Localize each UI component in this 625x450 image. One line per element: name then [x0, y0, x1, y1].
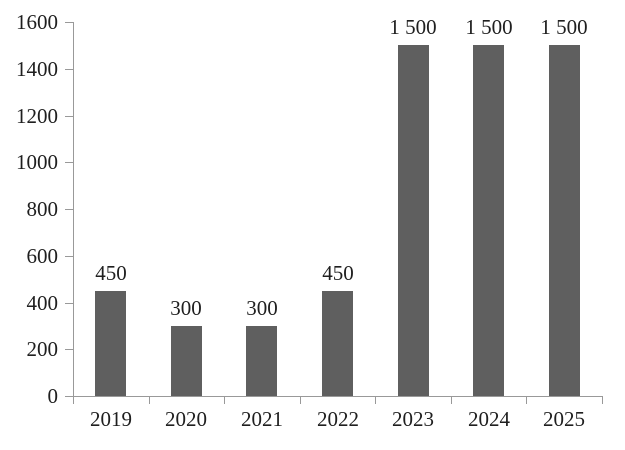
- bar-value-label: 1 500: [540, 15, 588, 39]
- y-axis-tick: [65, 162, 73, 163]
- bar-value-label: 1 500: [389, 15, 437, 39]
- bar: [473, 45, 504, 396]
- y-axis-tick-label: 200: [26, 337, 59, 361]
- y-axis-tick: [65, 69, 73, 70]
- bar-value-label: 1 500: [465, 15, 513, 39]
- x-axis-tick: [375, 396, 376, 404]
- x-axis-tick: [224, 396, 225, 404]
- y-axis-line: [73, 22, 74, 396]
- y-axis-tick-label: 1000: [16, 150, 58, 174]
- y-axis-tick-label: 1600: [16, 10, 58, 34]
- y-axis-tick-label: 800: [26, 197, 59, 221]
- x-axis-label: 2022: [317, 407, 359, 431]
- x-axis-line: [73, 396, 603, 397]
- bar: [549, 45, 580, 396]
- bar-value-label: 450: [95, 261, 127, 285]
- y-axis-tick: [65, 22, 73, 23]
- y-axis-tick-label: 1200: [16, 104, 58, 128]
- y-axis-tick: [65, 116, 73, 117]
- y-axis-tick-label: 400: [26, 291, 59, 315]
- x-axis-label: 2024: [468, 407, 510, 431]
- x-axis-tick: [73, 396, 74, 404]
- bar: [246, 326, 277, 396]
- y-axis-tick: [65, 256, 73, 257]
- bar-value-label: 300: [170, 296, 202, 320]
- x-axis-label: 2019: [90, 407, 132, 431]
- x-axis-tick: [602, 396, 603, 404]
- x-axis-tick: [300, 396, 301, 404]
- y-axis-tick-label: 1400: [16, 57, 58, 81]
- x-axis-label: 2025: [543, 407, 585, 431]
- x-axis-label: 2023: [392, 407, 434, 431]
- y-axis-tick: [65, 349, 73, 350]
- y-axis-tick: [65, 209, 73, 210]
- bar: [95, 291, 126, 396]
- x-axis-tick: [149, 396, 150, 404]
- y-axis-tick: [65, 303, 73, 304]
- y-axis-tick-label: 600: [26, 244, 59, 268]
- x-axis-label: 2021: [241, 407, 283, 431]
- bar-value-label: 300: [246, 296, 278, 320]
- x-axis-tick: [526, 396, 527, 404]
- y-axis-tick-label: 0: [47, 384, 59, 408]
- x-axis-label: 2020: [165, 407, 207, 431]
- bar: [322, 291, 353, 396]
- x-axis-tick: [451, 396, 452, 404]
- bar: [398, 45, 429, 396]
- y-axis-tick: [65, 396, 73, 397]
- bar-value-label: 450: [322, 261, 354, 285]
- bar: [171, 326, 202, 396]
